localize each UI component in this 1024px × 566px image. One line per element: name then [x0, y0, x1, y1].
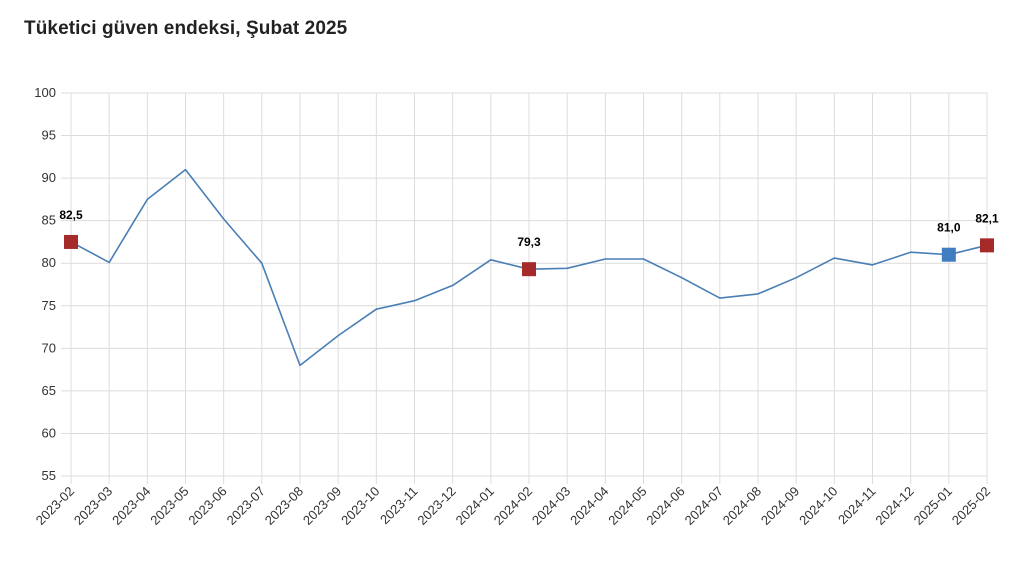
data-point: [871, 263, 874, 266]
x-tick-label: 2024-05: [605, 484, 649, 528]
x-tick-label: 2024-02: [491, 484, 535, 528]
data-point: [375, 308, 378, 311]
x-tick-label: 2025-02: [949, 484, 993, 528]
data-point: [146, 198, 149, 201]
x-tick-label: 2023-12: [414, 484, 458, 528]
y-tick-label: 55: [42, 468, 56, 483]
data-point: [833, 257, 836, 260]
x-tick-label: 2024-11: [835, 484, 879, 528]
highlight-markers: 82,5 79,3 81,0 82,1: [59, 208, 999, 277]
y-tick-label: 95: [42, 128, 56, 143]
x-tick-label: 2024-01: [453, 484, 497, 528]
highlight-marker: [941, 247, 956, 262]
data-point: [642, 257, 645, 260]
data-point: [260, 262, 263, 265]
x-tick-label: 2024-08: [720, 484, 764, 528]
data-point: [451, 284, 454, 287]
y-tick-label: 65: [42, 383, 56, 398]
x-tick-label: 2023-10: [338, 484, 382, 528]
highlight-marker: [64, 234, 78, 249]
y-axis-ticks: 55 60 65 70 75 80 85 90 95 100: [34, 85, 56, 483]
y-tick-label: 75: [42, 298, 56, 313]
data-label: 79,3: [517, 235, 541, 249]
x-tick-label: 2024-10: [796, 484, 840, 528]
data-point: [566, 267, 569, 270]
x-tick-label: 2023-07: [224, 484, 268, 528]
y-tick-label: 80: [42, 255, 56, 270]
data-point: [413, 299, 416, 302]
y-tick-label: 100: [34, 85, 56, 100]
data-point: [795, 276, 798, 279]
x-tick-label: 2025-01: [911, 484, 955, 528]
data-label: 81,0: [937, 221, 961, 235]
x-tick-label: 2023-03: [71, 484, 115, 528]
x-tick-label: 2023-08: [262, 484, 306, 528]
y-tick-label: 70: [42, 340, 56, 355]
x-tick-label: 2023-04: [109, 484, 153, 528]
y-tick-label: 85: [42, 213, 56, 228]
chart-title: Tüketici güven endeksi, Şubat 2025: [24, 18, 348, 39]
x-axis-ticks: 2023-022023-032023-042023-052023-062023-…: [33, 484, 993, 528]
data-point: [489, 258, 492, 261]
data-point: [604, 257, 607, 260]
grid-lines: [61, 92, 988, 484]
data-point: [680, 276, 683, 279]
data-point: [718, 297, 721, 300]
data-point: [909, 251, 912, 254]
data-label: 82,5: [59, 208, 83, 222]
data-point: [757, 292, 760, 295]
x-tick-label: 2023-06: [185, 484, 229, 528]
x-tick-label: 2024-07: [682, 484, 726, 528]
x-tick-label: 2023-02: [33, 484, 77, 528]
data-point: [337, 334, 340, 337]
data-point: [184, 168, 187, 171]
x-tick-label: 2023-05: [147, 484, 191, 528]
x-tick-label: 2024-04: [567, 484, 611, 528]
y-tick-label: 90: [42, 170, 56, 185]
x-tick-label: 2024-06: [643, 484, 687, 528]
x-tick-label: 2024-03: [529, 484, 573, 528]
data-point: [108, 261, 111, 264]
x-tick-label: 2024-09: [758, 484, 802, 528]
x-tick-label: 2024-12: [872, 484, 916, 528]
highlight-marker: [522, 262, 536, 277]
data-label: 82,1: [975, 211, 999, 225]
x-tick-label: 2023-11: [377, 484, 421, 528]
x-tick-label: 2023-09: [300, 484, 344, 528]
highlight-marker: [980, 238, 994, 253]
data-point: [299, 364, 302, 367]
y-tick-label: 60: [42, 425, 56, 440]
data-point: [222, 217, 225, 220]
